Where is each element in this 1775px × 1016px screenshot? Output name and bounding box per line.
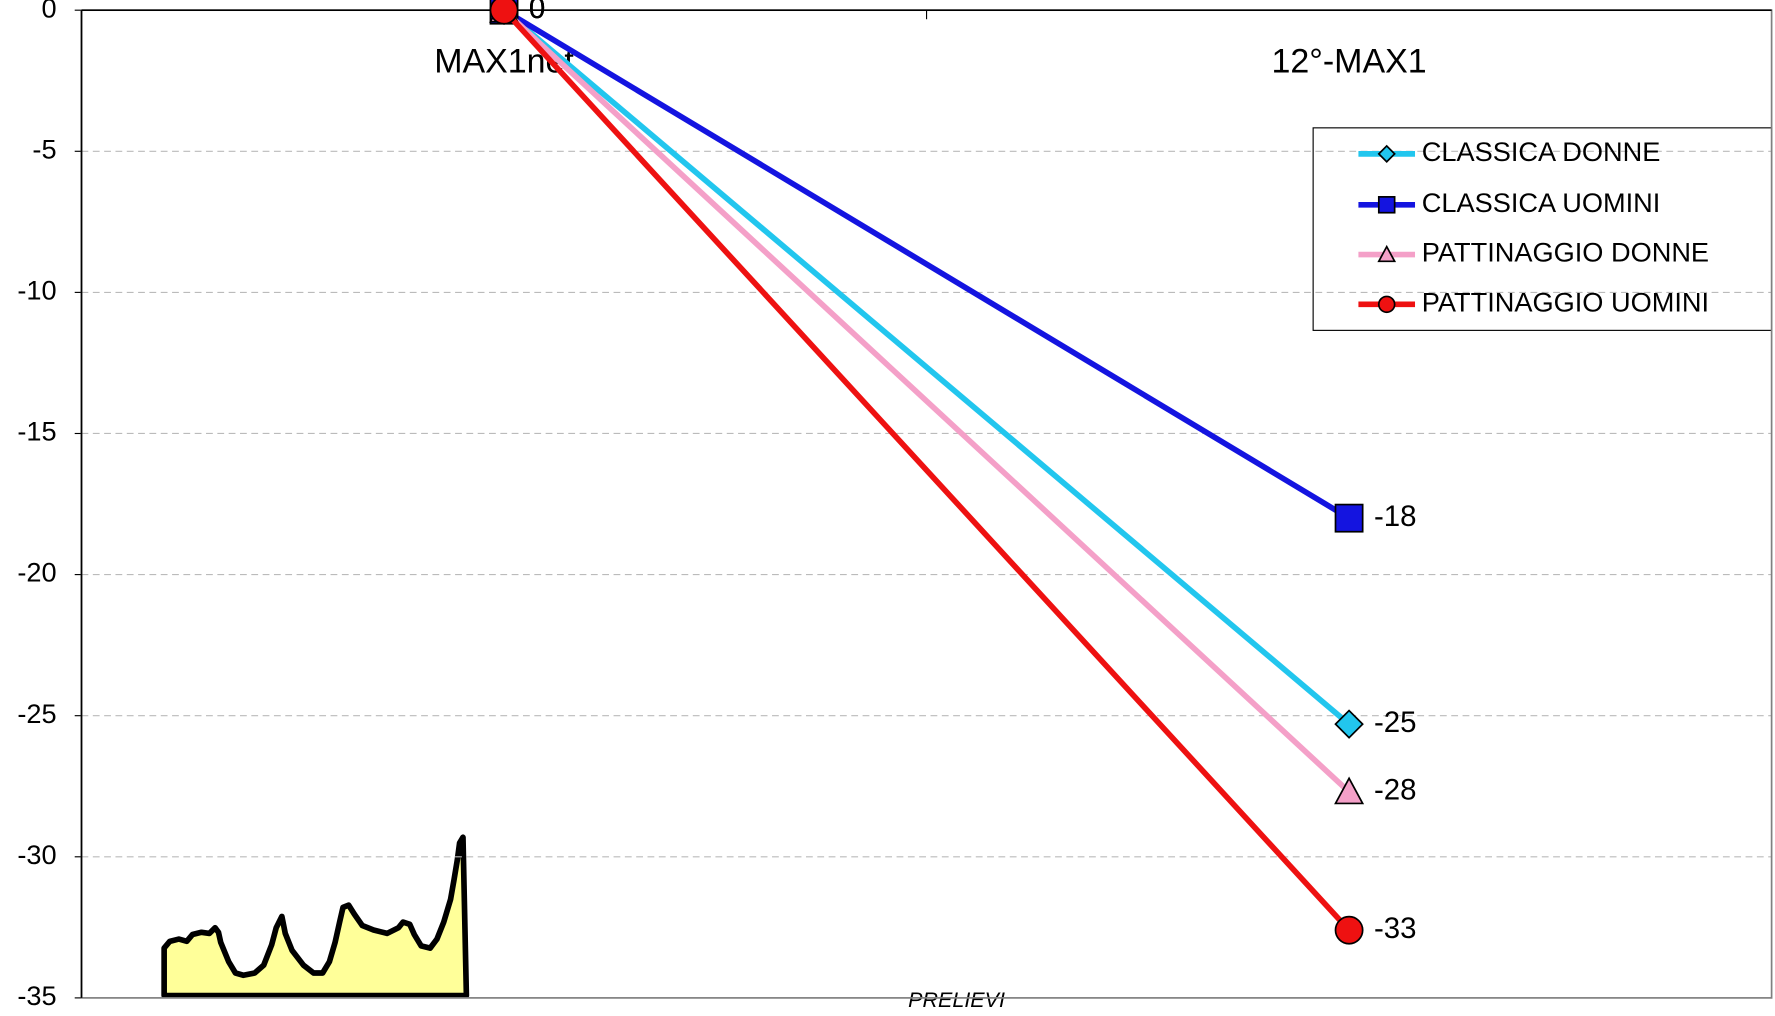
legend-label: PATTINAGGIO DONNE xyxy=(1422,237,1709,268)
y-tick-label: 0 xyxy=(41,0,56,23)
legend-label: CLASSICA DONNE xyxy=(1422,136,1661,167)
series-line xyxy=(504,10,1349,792)
y-tick-label: -25 xyxy=(17,698,56,729)
legend-label: CLASSICA UOMINI xyxy=(1422,187,1661,218)
series-line xyxy=(504,10,1349,518)
x-tick-label: 12°-MAX1 xyxy=(1272,42,1427,80)
y-tick-label: -15 xyxy=(17,416,56,447)
y-tick-label: -10 xyxy=(17,275,56,306)
series-line xyxy=(504,10,1349,724)
data-label: -25 xyxy=(1374,706,1417,739)
y-tick-label: -5 xyxy=(32,133,56,164)
legend-marker xyxy=(1379,296,1395,312)
data-point xyxy=(1335,505,1362,532)
data-point xyxy=(1335,917,1362,944)
data-label: -18 xyxy=(1374,500,1417,533)
y-tick-label: -30 xyxy=(17,839,56,870)
data-point xyxy=(490,0,517,24)
legend-marker xyxy=(1379,197,1395,213)
data-label: 0 xyxy=(529,0,545,25)
decoration xyxy=(164,837,466,995)
y-tick-label: -35 xyxy=(17,980,56,1011)
chart: PRELIEVI 0-5-10-15-20-25-30-35MAX1net12°… xyxy=(0,0,1775,1016)
series-line xyxy=(504,10,1349,930)
data-label: -28 xyxy=(1374,774,1417,807)
data-label: -33 xyxy=(1374,912,1417,945)
x-axis-label: PRELIEVI xyxy=(908,988,1005,1012)
legend-label: PATTINAGGIO UOMINI xyxy=(1422,287,1709,318)
y-tick-label: -20 xyxy=(17,557,56,588)
